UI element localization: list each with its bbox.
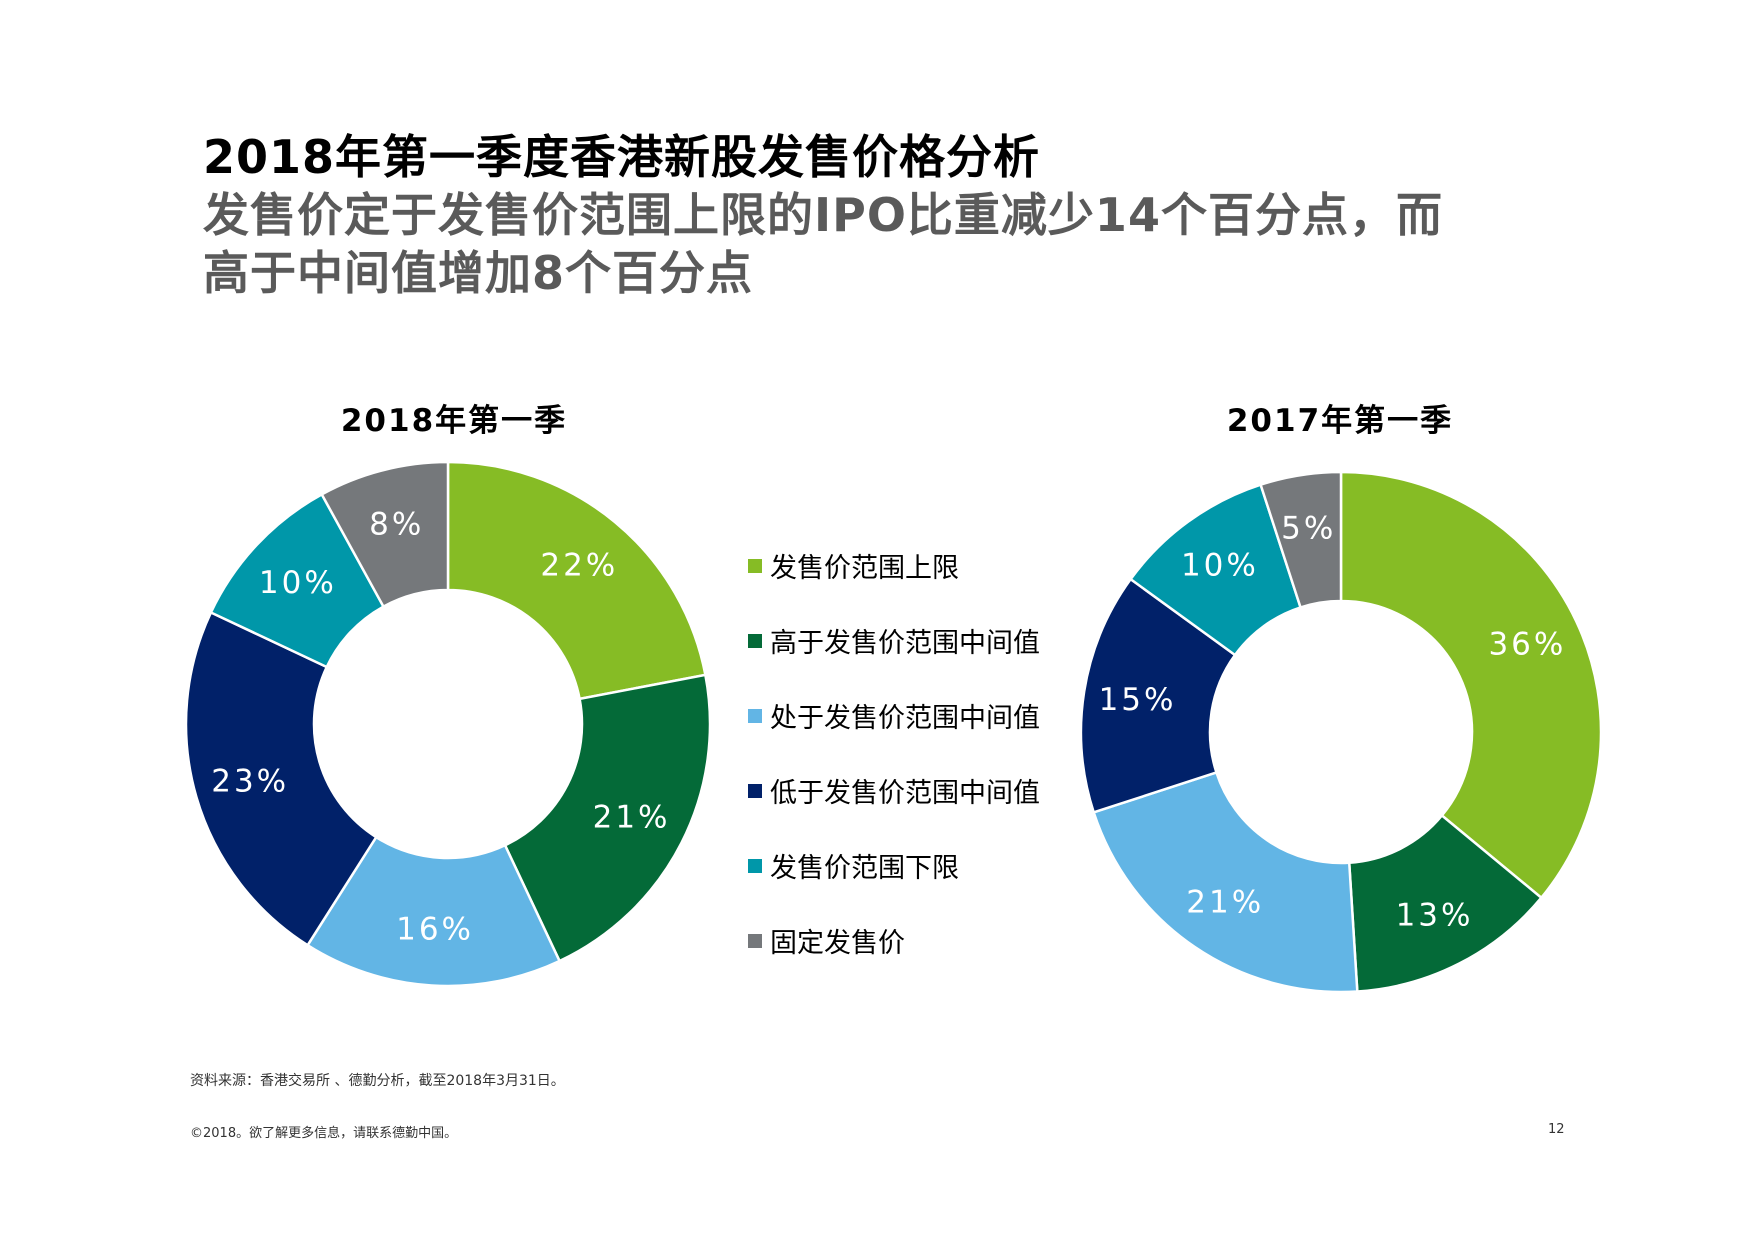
- legend-item: 高于发售价范围中间值: [748, 603, 1040, 678]
- slice-label: 15%: [1099, 682, 1177, 718]
- legend-label: 发售价范围上限: [770, 553, 959, 584]
- legend-swatch: [748, 633, 762, 648]
- source-note: 资料来源：香港交易所 、德勤分析，截至2018年3月31日。: [190, 1073, 565, 1089]
- footer-copyright: ©2018。欲了解更多信息，请联系德勤中国。: [190, 1126, 458, 1141]
- donut-slice: [1092, 770, 1359, 994]
- legend-swatch: [748, 933, 762, 948]
- legend-label: 高于发售价范围中间值: [770, 628, 1040, 659]
- slice-label: 36%: [1488, 626, 1566, 662]
- donut-slice: [1339, 470, 1603, 900]
- donut-slice: [1259, 470, 1343, 609]
- legend-swatch: [748, 558, 762, 573]
- legend-item: 固定发售价: [748, 903, 1040, 978]
- slice-label: 16%: [396, 912, 474, 948]
- donut-slice: [446, 460, 707, 701]
- legend-label: 发售价范围下限: [770, 853, 959, 884]
- legend-label: 处于发售价范围中间值: [770, 703, 1040, 734]
- legend-label: 固定发售价: [770, 928, 905, 959]
- chart-title-2018: 2018年第一季: [340, 403, 568, 439]
- donut-chart-2017: 36% 13% 21% 15% 10% 5%: [1079, 470, 1603, 994]
- page-number: 12: [1548, 1122, 1565, 1137]
- legend-item: 发售价范围上限: [748, 528, 1040, 603]
- chart-title-2017: 2017年第一季: [1226, 403, 1454, 439]
- slice-label: 21%: [1186, 884, 1264, 920]
- donut-slice: [1079, 577, 1237, 814]
- slide-title: 2018年第一季度香港新股发售价格分析 发售价定于发售价范围上限的IPO比重减少…: [203, 128, 1623, 302]
- legend-item: 低于发售价范围中间值: [748, 753, 1040, 828]
- legend-swatch: [748, 783, 762, 798]
- donut-slice: [503, 673, 712, 963]
- slice-label: 10%: [1181, 547, 1259, 583]
- legend: 发售价范围上限 高于发售价范围中间值 处于发售价范围中间值 低于发售价范围中间值…: [748, 528, 1040, 978]
- slice-label: 10%: [259, 565, 337, 601]
- donut-slice: [184, 610, 378, 947]
- slice-label: 21%: [593, 800, 671, 836]
- slice-label: 8%: [369, 506, 424, 542]
- slice-label: 13%: [1396, 898, 1474, 934]
- legend-item: 处于发售价范围中间值: [748, 678, 1040, 753]
- slice-label: 23%: [211, 763, 289, 799]
- legend-item: 发售价范围下限: [748, 828, 1040, 903]
- title-line-2: 发售价定于发售价范围上限的IPO比重减少14个百分点，而: [203, 188, 1443, 242]
- legend-label: 低于发售价范围中间值: [770, 778, 1040, 809]
- donut-chart-2018: 22% 21% 16% 23% 10% 8%: [184, 460, 712, 988]
- donut-slice: [305, 835, 562, 988]
- donut-slice: [320, 460, 450, 609]
- slice-label: 5%: [1281, 511, 1336, 547]
- title-line-3: 高于中间值增加8个百分点: [203, 246, 754, 300]
- legend-swatch: [748, 708, 762, 723]
- title-line-1: 2018年第一季度香港新股发售价格分析: [203, 130, 1041, 184]
- legend-swatch: [748, 858, 762, 873]
- slice-label: 22%: [540, 547, 618, 583]
